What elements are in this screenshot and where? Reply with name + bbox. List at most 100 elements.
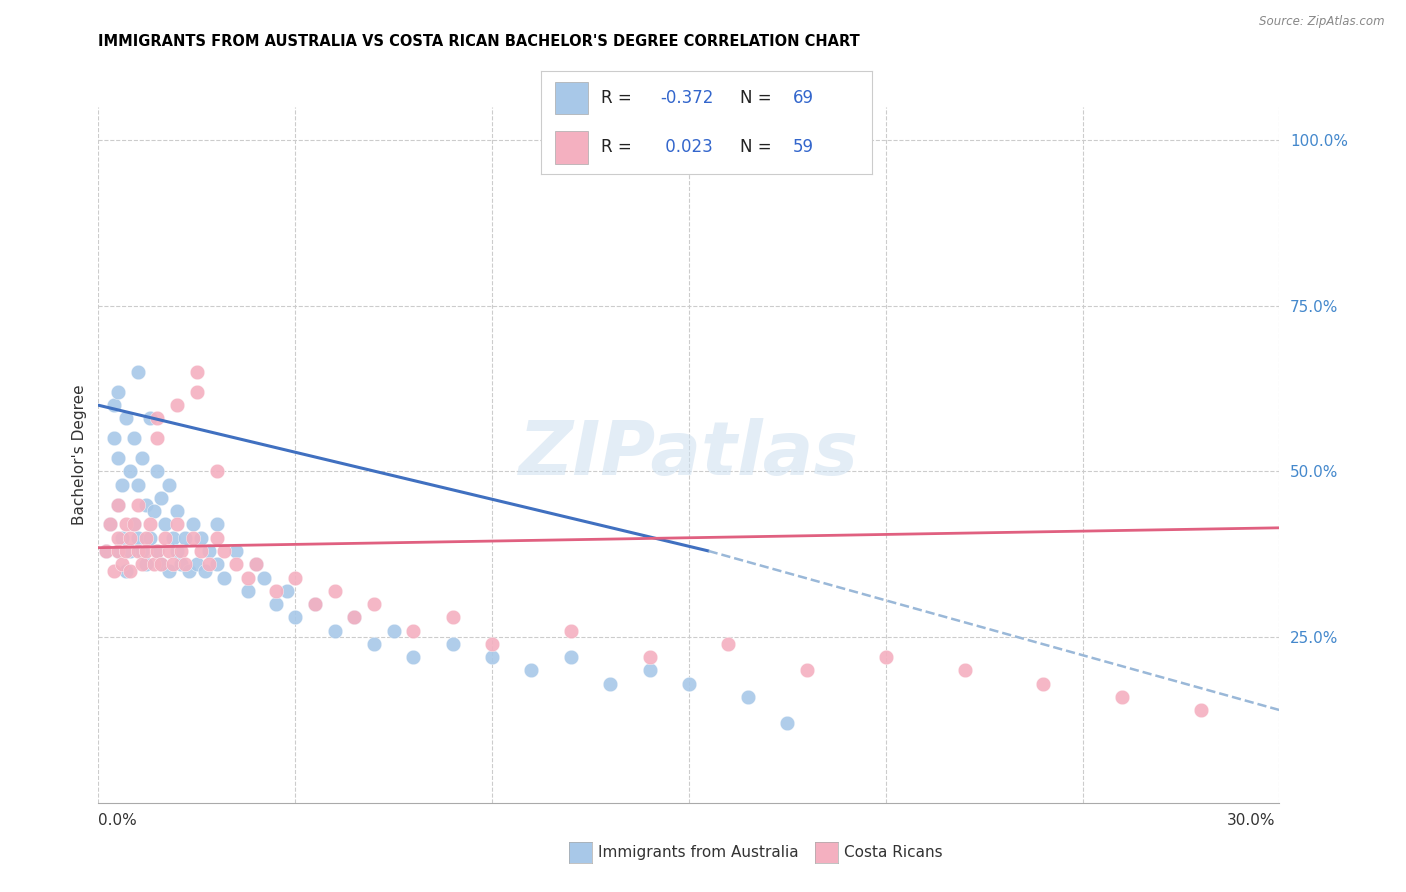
Point [157,544,180,558]
Point [135,498,157,512]
Point [107,498,129,512]
Point [166,517,188,532]
Point [186,384,208,399]
Y-axis label: Bachelor's Degree: Bachelor's Degree [72,384,87,525]
Point [146,465,169,479]
Point [170,558,193,572]
Point [181,531,204,545]
Text: R =: R = [600,89,637,107]
Point [205,465,228,479]
Point [162,531,184,545]
Point [107,544,129,558]
Point [107,544,129,558]
Text: IMMIGRANTS FROM AUSTRALIA VS COSTA RICAN BACHELOR'S DEGREE CORRELATION CHART: IMMIGRANTS FROM AUSTRALIA VS COSTA RICAN… [98,34,860,49]
Point [107,498,129,512]
Point [205,517,228,532]
Point [127,531,149,545]
Text: ZIPatlas: ZIPatlas [519,418,859,491]
Point [1189,703,1212,717]
Point [135,544,157,558]
Point [166,504,188,518]
Point [343,610,366,624]
Point [225,544,247,558]
Point [343,610,366,624]
Point [146,544,169,558]
Point [186,365,208,379]
Point [190,531,212,545]
Point [953,663,976,677]
Point [245,558,267,572]
Point [122,517,145,532]
Point [796,663,818,677]
Point [166,398,188,412]
Point [131,544,153,558]
Point [638,663,661,677]
Point [127,365,149,379]
Point [115,517,138,532]
Point [138,411,160,425]
Point [481,650,503,665]
Point [118,531,141,545]
Point [122,431,145,445]
Point [304,597,326,611]
Point [776,716,799,731]
Point [118,564,141,578]
Point [118,544,141,558]
Point [284,610,307,624]
Point [214,570,236,584]
Text: 30.0%: 30.0% [1227,814,1275,828]
Point [155,531,177,545]
Point [146,431,169,445]
Point [150,558,173,572]
Point [253,570,276,584]
FancyBboxPatch shape [554,131,588,163]
Point [363,597,385,611]
Point [155,517,177,532]
Text: Source: ZipAtlas.com: Source: ZipAtlas.com [1260,15,1385,28]
Point [111,531,134,545]
Text: N =: N = [740,89,776,107]
Point [190,544,212,558]
Text: N =: N = [740,138,776,156]
Point [276,583,298,598]
Point [1111,690,1133,704]
Point [142,558,165,572]
Point [96,544,118,558]
Point [107,384,129,399]
Point [127,498,149,512]
Text: Costa Ricans: Costa Ricans [844,846,942,860]
Point [115,411,138,425]
Point [402,624,425,638]
Point [186,558,208,572]
Point [560,650,582,665]
Point [157,564,180,578]
Point [441,610,464,624]
Point [96,544,118,558]
Point [382,624,405,638]
Text: 59: 59 [793,138,814,156]
Point [177,564,200,578]
Point [205,531,228,545]
Point [118,465,141,479]
Text: R =: R = [600,138,637,156]
Point [107,531,129,545]
Point [363,637,385,651]
Point [131,558,153,572]
Point [127,544,149,558]
Point [115,544,138,558]
Point [115,564,138,578]
Point [245,558,267,572]
Point [875,650,897,665]
Point [304,597,326,611]
Point [236,570,259,584]
Point [181,517,204,532]
Point [111,477,134,491]
Point [402,650,425,665]
Point [197,558,219,572]
Point [225,558,247,572]
Point [103,398,125,412]
Text: Immigrants from Australia: Immigrants from Australia [598,846,799,860]
Point [138,517,160,532]
Point [157,477,180,491]
Point [737,690,759,704]
